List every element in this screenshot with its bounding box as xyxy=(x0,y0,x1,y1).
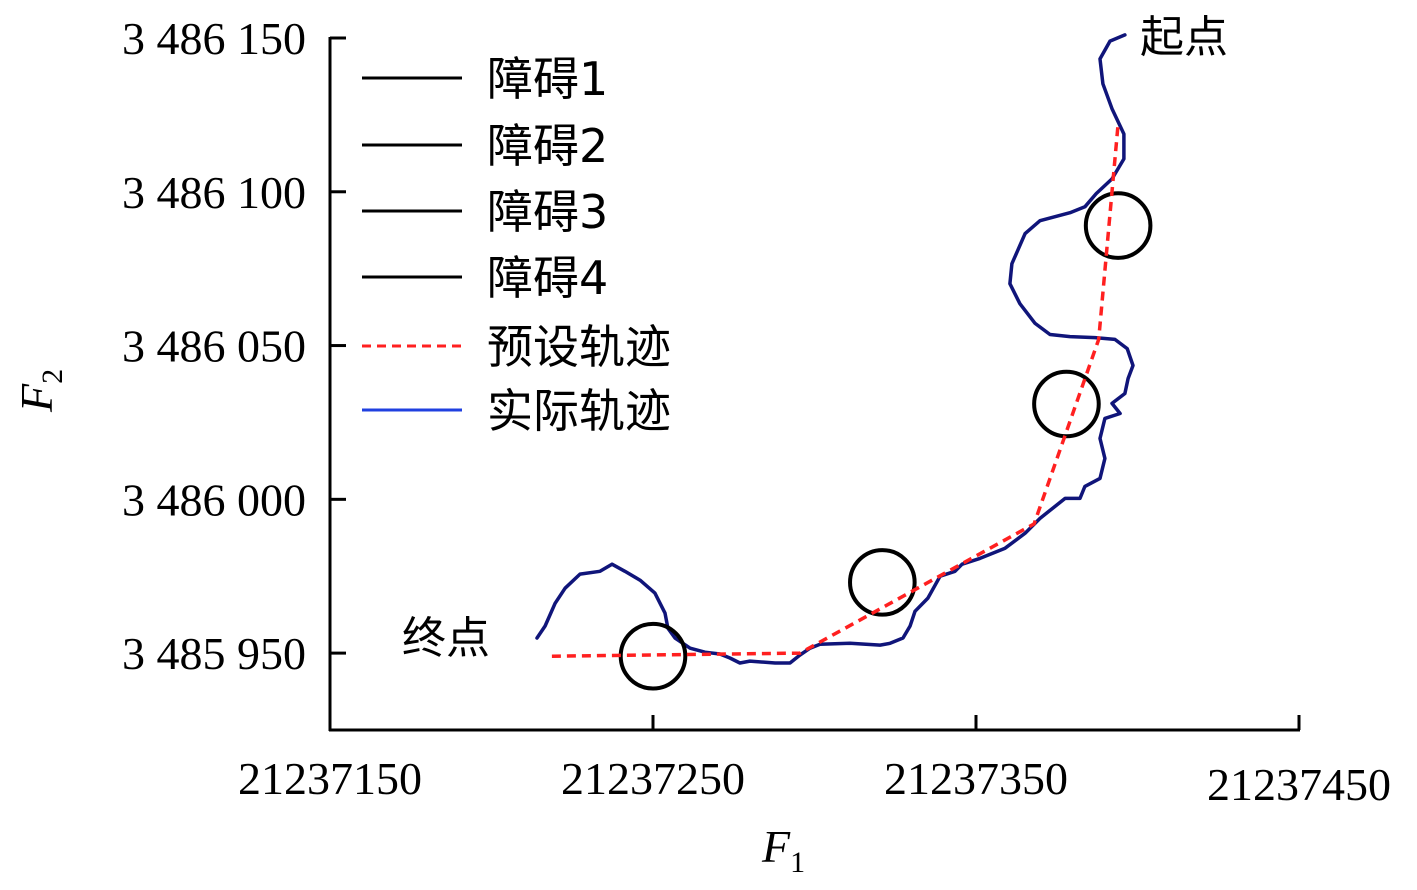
x-tick-label: 21237350 xyxy=(884,753,1068,804)
obstacle-circle-2 xyxy=(848,548,917,617)
legend-label-5: 预设轨迹 xyxy=(487,320,671,374)
legend-label-2: 障碍2 xyxy=(487,119,608,173)
y-axis-label-main: F xyxy=(11,383,62,413)
x-axis-label: F1 xyxy=(761,821,805,879)
plot-marks xyxy=(535,33,1153,691)
obstacle-circle-4 xyxy=(1083,191,1153,260)
x-axis-label-main: F xyxy=(761,821,791,872)
y-tick-label: 3 486 000 xyxy=(122,474,306,525)
y-tick-label: 3 486 100 xyxy=(122,167,306,218)
legend-label-4: 障碍4 xyxy=(487,251,608,305)
legend-label-6: 实际轨迹 xyxy=(487,384,671,438)
x-tick-label: 21237150 xyxy=(238,753,422,804)
y-axis-label-sub: 2 xyxy=(36,369,69,384)
ticks: 21237150 21237250 21237350 21237450 3 486 15… xyxy=(122,13,1391,810)
series-line-planned xyxy=(551,123,1120,658)
x-axis-label-sub: 1 xyxy=(790,846,805,879)
y-axis-label: F2 xyxy=(11,369,69,413)
y-tick-label: 3 486 050 xyxy=(122,321,306,372)
axes xyxy=(328,37,1300,732)
legend-label-3: 障碍3 xyxy=(487,185,608,239)
start-label: 起点 xyxy=(1140,12,1228,63)
end-label: 终点 xyxy=(402,613,490,664)
x-tick-label: 21237250 xyxy=(561,753,745,804)
series-line-actual xyxy=(535,33,1135,665)
legend-label-1: 障碍1 xyxy=(487,52,608,106)
y-tick-label: 3 485 950 xyxy=(122,628,306,679)
y-tick-label: 3 486 150 xyxy=(122,13,306,64)
x-tick-label: 21237450 xyxy=(1207,759,1391,810)
